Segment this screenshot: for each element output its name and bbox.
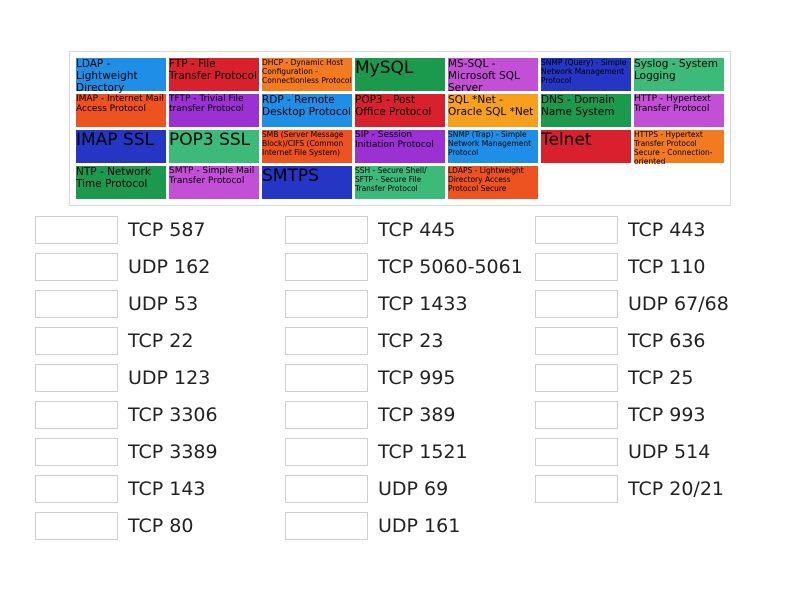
drop-box[interactable] <box>285 364 368 392</box>
drop-box[interactable] <box>535 253 618 281</box>
drop-box[interactable] <box>285 401 368 429</box>
answer-tile[interactable]: NTP - Network Time Protocol <box>76 166 166 199</box>
drop-box[interactable] <box>535 327 618 355</box>
answer-tile[interactable]: SMTP - Simple Mail Transfer Protocol <box>169 166 259 199</box>
drop-box[interactable] <box>535 438 618 466</box>
drop-box[interactable] <box>535 475 618 503</box>
answer-tile[interactable]: POP3 - Post Office Protocol <box>355 94 445 127</box>
port-label: TCP 1521 <box>378 441 468 463</box>
port-label: TCP 110 <box>628 256 706 278</box>
drop-box[interactable] <box>35 401 118 429</box>
answer-tile[interactable]: SIP - Session Initiation Protocol <box>355 130 445 163</box>
port-label: TCP 587 <box>128 219 206 241</box>
answer-tile[interactable]: Syslog - System Logging <box>634 58 724 91</box>
answer-tile[interactable]: SMB (Server Message Block)/CIFS (Common … <box>262 130 352 163</box>
answer-tile[interactable]: LDAPS - Lightweight Directory Access Pro… <box>448 166 538 199</box>
port-label: UDP 69 <box>378 478 449 500</box>
port-label: TCP 995 <box>378 367 456 389</box>
port-label: TCP 80 <box>128 515 194 537</box>
drop-box[interactable] <box>535 216 618 244</box>
port-label: TCP 20/21 <box>628 478 725 500</box>
drop-box[interactable] <box>285 438 368 466</box>
drop-box[interactable] <box>535 364 618 392</box>
drop-box[interactable] <box>35 216 118 244</box>
drop-box[interactable] <box>35 475 118 503</box>
answer-tile[interactable]: LDAP - Lightweight Directory <box>76 58 166 94</box>
port-label: UDP 123 <box>128 367 211 389</box>
drop-box[interactable] <box>35 364 118 392</box>
drop-box[interactable] <box>535 401 618 429</box>
answer-tile[interactable]: POP3 SSL <box>169 130 259 163</box>
port-label: TCP 1433 <box>378 293 468 315</box>
port-label: TCP 23 <box>378 330 444 352</box>
answer-tile[interactable]: SQL *Net - Oracle SQL *Net <box>448 94 538 127</box>
port-label: UDP 53 <box>128 293 199 315</box>
port-label: TCP 993 <box>628 404 706 426</box>
drop-box[interactable] <box>35 253 118 281</box>
answer-tile[interactable]: IMAP - Internet Mail Access Protocol <box>76 94 166 127</box>
drop-box[interactable] <box>35 290 118 318</box>
answer-tile[interactable]: HTTPS - Hypertext Transfer Protocol Secu… <box>634 130 724 166</box>
port-label: TCP 5060-5061 <box>378 256 523 278</box>
answer-tile[interactable]: DNS - Domain Name System <box>541 94 631 127</box>
drop-box[interactable] <box>285 327 368 355</box>
port-label: TCP 443 <box>628 219 706 241</box>
answer-tile[interactable]: Telnet <box>541 130 631 163</box>
answer-tile[interactable]: FTP - File Transfer Protocol <box>169 58 259 91</box>
answer-tile[interactable]: SSH - Secure Shell/ SFTP - Secure File T… <box>355 166 445 199</box>
port-label: TCP 143 <box>128 478 206 500</box>
answer-tile[interactable]: HTTP - Hypertext Transfer Protocol <box>634 94 724 127</box>
answer-tile[interactable]: DHCP - Dynamic Host Configuration - Conn… <box>262 58 352 91</box>
answer-tile[interactable]: MS-SQL - Microsoft SQL Server <box>448 58 538 94</box>
answer-tile[interactable]: TFTP - Trivial File transfer Protocol <box>169 94 259 127</box>
port-label: TCP 25 <box>628 367 694 389</box>
port-label: TCP 3306 <box>128 404 218 426</box>
answer-tile[interactable]: SNMP (Query) - Simple Network Management… <box>541 58 631 91</box>
port-label: UDP 161 <box>378 515 461 537</box>
port-label: UDP 162 <box>128 256 211 278</box>
answer-tile[interactable]: SMTPS <box>262 166 352 199</box>
drop-box[interactable] <box>285 253 368 281</box>
drop-box[interactable] <box>285 290 368 318</box>
drop-box[interactable] <box>35 512 118 540</box>
drop-box[interactable] <box>285 475 368 503</box>
answer-tile[interactable]: RDP - Remote Desktop Protocol <box>262 94 352 127</box>
port-label: UDP 514 <box>628 441 711 463</box>
port-label: UDP 67/68 <box>628 293 729 315</box>
drop-box[interactable] <box>285 512 368 540</box>
answer-tile[interactable]: IMAP SSL <box>76 130 166 163</box>
answer-tile[interactable]: MySQL <box>355 58 445 91</box>
drop-box[interactable] <box>535 290 618 318</box>
drop-box[interactable] <box>35 327 118 355</box>
port-label: TCP 636 <box>628 330 706 352</box>
answer-tile[interactable]: SNMP (Trap) - Simple Network Management … <box>448 130 538 163</box>
drop-box[interactable] <box>35 438 118 466</box>
port-label: TCP 445 <box>378 219 456 241</box>
port-label: TCP 22 <box>128 330 194 352</box>
port-label: TCP 3389 <box>128 441 218 463</box>
port-label: TCP 389 <box>378 404 456 426</box>
tile-bank: LDAP - Lightweight Directory FTP - File T… <box>69 51 731 206</box>
drop-box[interactable] <box>285 216 368 244</box>
